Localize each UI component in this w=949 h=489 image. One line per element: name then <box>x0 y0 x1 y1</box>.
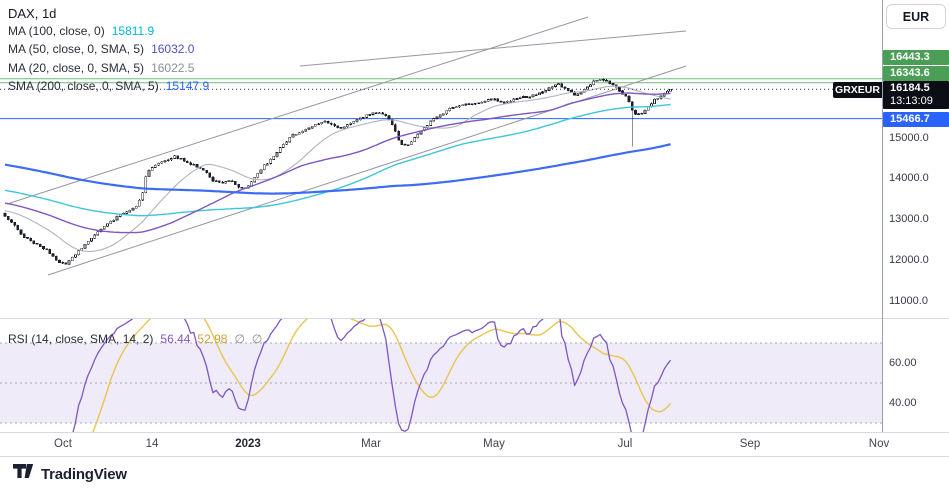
currency-button[interactable]: EUR <box>886 4 946 29</box>
rsi-value: ∅ <box>251 332 263 346</box>
indicator-value: 15811.9 <box>111 24 155 38</box>
indicator-legend-row[interactable]: MA (20, close, 0, SMA, 5) 16022.5 <box>8 59 209 77</box>
indicator-label: SMA (200, close, 0, SMA, 5) <box>8 79 159 94</box>
series-symbol-tag: GRXEUR <box>833 82 882 98</box>
price-tick-label: 12000.0 <box>889 254 929 266</box>
last-price-label: 16184.5 13:13:09 <box>883 81 949 109</box>
level-price-label: 16343.6 <box>883 66 949 81</box>
time-axis-label: Sep <box>739 438 761 450</box>
rsi-legend[interactable]: RSI (14, close, SMA, 14, 2) 56.44 52.98 ∅ ∅ <box>8 332 262 346</box>
indicator-label: MA (100, close, 0) <box>8 24 105 38</box>
pane-separator[interactable] <box>0 318 949 319</box>
indicator-value: 16032.0 <box>151 42 195 57</box>
indicator-legend-row[interactable]: MA (100, close, 0) 15811.9 <box>8 22 209 40</box>
indicator-label: MA (50, close, 0, SMA, 5) <box>8 42 145 57</box>
indicator-legend-rows: MA (100, close, 0) 15811.9 MA (50, close, … <box>8 22 209 96</box>
price-scale-axis[interactable]: 15000.0 14000.0 13000.0 12000.0 11000.0 60.00… <box>883 0 949 457</box>
rsi-value: 52.98 <box>197 332 228 346</box>
indicator-legend-row[interactable]: MA (50, close, 0, SMA, 5) 16032.0 <box>8 40 209 58</box>
time-axis-label: May <box>483 438 505 450</box>
time-axis-label: 2023 <box>235 438 261 450</box>
rsi-chart-canvas[interactable] <box>0 318 882 432</box>
price-scale-border <box>882 0 883 457</box>
tradingview-logo-icon[interactable] <box>13 464 34 484</box>
symbol-title[interactable]: DAX, 1d <box>8 6 57 21</box>
indicator-value: 16022.5 <box>151 60 195 75</box>
rsi-tick-label: 60.00 <box>889 357 917 369</box>
price-tick-label: 13000.0 <box>889 213 929 225</box>
rsi-value: 56.44 <box>160 332 191 346</box>
rsi-value: ∅ <box>234 332 245 346</box>
footer: TradingView <box>13 464 127 484</box>
indicator-label: MA (20, close, 0, SMA, 5) <box>8 60 145 75</box>
tradingview-logo-text[interactable]: TradingView <box>41 465 127 483</box>
rsi-tick-label: 40.00 <box>889 397 917 409</box>
time-axis-label: Mar <box>361 438 381 450</box>
rsi-legend-label: RSI (14, close, SMA, 14, 2) <box>8 332 154 346</box>
price-chart-canvas[interactable] <box>0 0 882 318</box>
last-price-time: 13:13:09 <box>890 95 933 107</box>
level-price-label: 16443.3 <box>883 50 949 65</box>
time-axis[interactable]: Oct 14 2023 Mar May Jul Sep Nov <box>0 432 949 457</box>
indicator-legend-row[interactable]: SMA (200, close, 0, SMA, 5) 15147.9 <box>8 77 209 95</box>
price-tick-label: 11000.0 <box>889 295 928 307</box>
time-axis-label: 14 <box>145 438 159 450</box>
chart-legend: DAX, 1d MA (100, close, 0) 15811.9 MA (50,… <box>8 5 209 96</box>
price-tick-label: 15000.0 <box>889 132 929 144</box>
time-axis-label: Nov <box>868 438 890 450</box>
price-tick-label: 14000.0 <box>889 172 929 184</box>
level-price-label: 15466.7 <box>883 112 949 127</box>
time-axis-label: Jul <box>617 438 633 450</box>
time-axis-label: Oct <box>54 438 72 450</box>
indicator-value: 15147.9 <box>165 79 210 94</box>
